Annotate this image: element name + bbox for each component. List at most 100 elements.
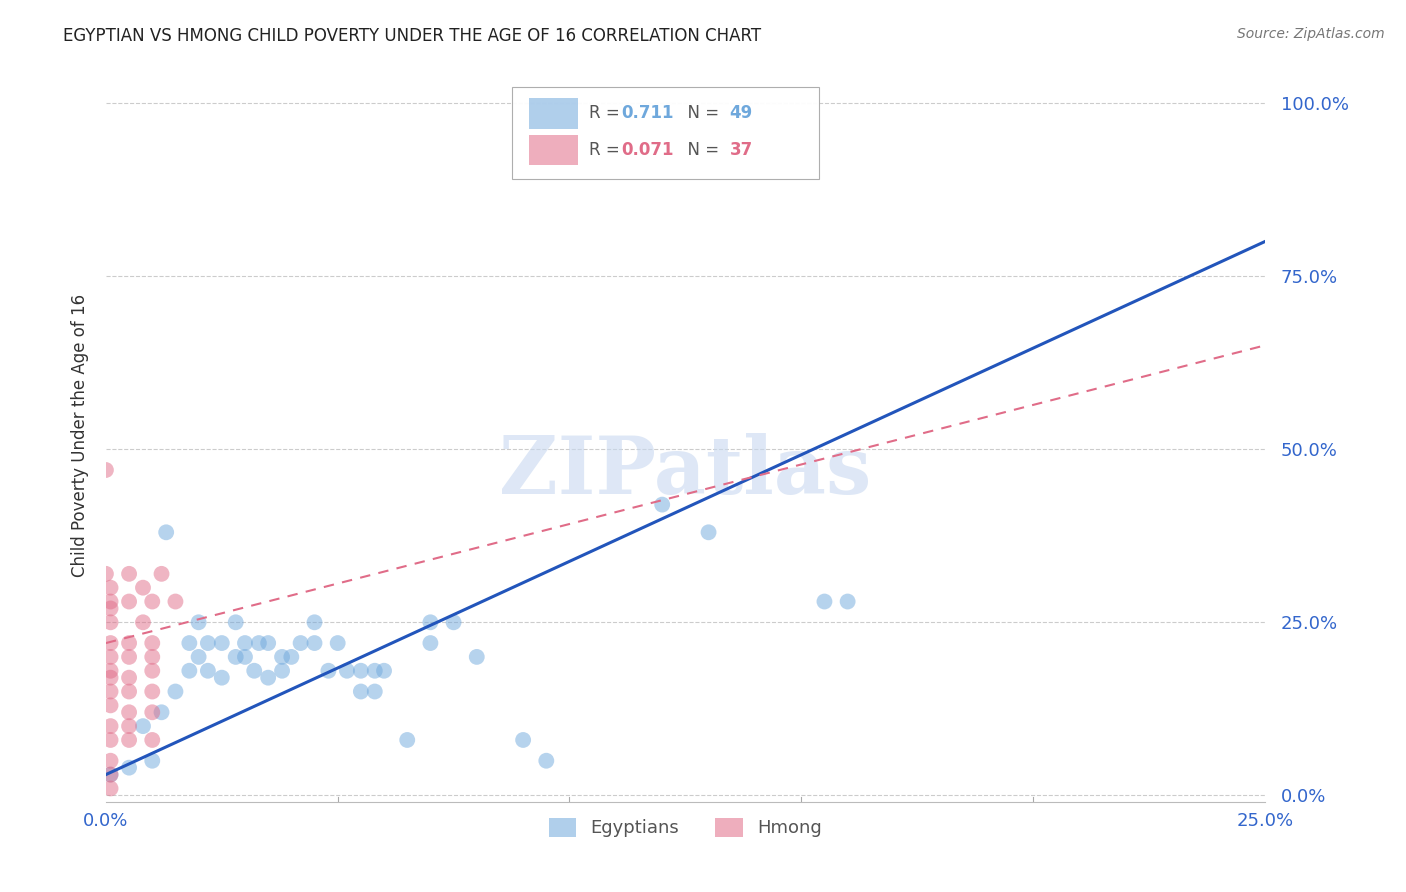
Point <box>813 594 835 608</box>
Point <box>225 649 247 664</box>
Point <box>211 636 233 650</box>
Point <box>165 594 187 608</box>
Point <box>651 498 673 512</box>
Point <box>118 671 141 685</box>
Point <box>141 649 163 664</box>
Point <box>100 615 122 630</box>
Point <box>187 615 209 630</box>
Point <box>197 636 219 650</box>
Point <box>318 664 340 678</box>
Point <box>118 566 141 581</box>
Point <box>100 698 122 713</box>
Point <box>211 671 233 685</box>
Point <box>350 664 373 678</box>
Point <box>373 664 395 678</box>
Point <box>100 671 122 685</box>
Point <box>118 719 141 733</box>
Point <box>536 754 558 768</box>
Point <box>243 664 266 678</box>
Point <box>132 719 155 733</box>
Point <box>132 581 155 595</box>
Point <box>118 636 141 650</box>
Point <box>100 684 122 698</box>
Point <box>118 761 141 775</box>
Point <box>326 636 349 650</box>
Point <box>118 649 141 664</box>
Point <box>100 601 122 615</box>
Point <box>100 649 122 664</box>
Text: ZIPatlas: ZIPatlas <box>499 434 872 511</box>
Point <box>512 733 534 747</box>
Point <box>141 754 163 768</box>
Text: R =: R = <box>589 141 626 159</box>
Point <box>118 594 141 608</box>
Point <box>141 636 163 650</box>
Point <box>100 754 122 768</box>
Point <box>419 636 441 650</box>
Text: R =: R = <box>589 104 626 122</box>
Point <box>225 615 247 630</box>
Point <box>247 636 270 650</box>
Point <box>100 767 122 781</box>
Text: 0.071: 0.071 <box>621 141 673 159</box>
Point <box>304 615 326 630</box>
Point <box>364 684 387 698</box>
Point <box>233 636 256 650</box>
FancyBboxPatch shape <box>529 98 578 128</box>
Point <box>100 767 122 781</box>
Point <box>141 664 163 678</box>
Point <box>697 525 720 540</box>
Point <box>100 664 122 678</box>
Point <box>187 649 209 664</box>
Point <box>271 649 294 664</box>
Point <box>141 594 163 608</box>
Point <box>179 636 201 650</box>
Point <box>100 581 122 595</box>
Point <box>336 664 359 678</box>
Text: 49: 49 <box>730 104 752 122</box>
Text: EGYPTIAN VS HMONG CHILD POVERTY UNDER THE AGE OF 16 CORRELATION CHART: EGYPTIAN VS HMONG CHILD POVERTY UNDER TH… <box>63 27 762 45</box>
Point <box>155 525 177 540</box>
Point <box>141 733 163 747</box>
Y-axis label: Child Poverty Under the Age of 16: Child Poverty Under the Age of 16 <box>72 293 89 577</box>
Point <box>257 671 280 685</box>
Point <box>94 566 117 581</box>
Text: N =: N = <box>678 104 724 122</box>
Point <box>443 615 465 630</box>
Point <box>465 649 488 664</box>
Point <box>100 636 122 650</box>
Point <box>165 684 187 698</box>
Legend: Egyptians, Hmong: Egyptians, Hmong <box>541 811 830 845</box>
Point <box>100 781 122 796</box>
Point <box>419 615 441 630</box>
Point <box>100 719 122 733</box>
Point <box>396 733 419 747</box>
Point <box>364 664 387 678</box>
Point <box>132 615 155 630</box>
Point <box>290 636 312 650</box>
Point <box>197 664 219 678</box>
Text: 37: 37 <box>730 141 752 159</box>
Point <box>233 649 256 664</box>
Point <box>837 594 859 608</box>
Point <box>280 649 302 664</box>
Text: N =: N = <box>678 141 724 159</box>
Point <box>179 664 201 678</box>
FancyBboxPatch shape <box>512 87 818 178</box>
Point <box>141 706 163 720</box>
Point <box>141 684 163 698</box>
Point <box>257 636 280 650</box>
Point <box>118 706 141 720</box>
Point <box>271 664 294 678</box>
Point <box>100 733 122 747</box>
Point <box>94 463 117 477</box>
Point <box>118 733 141 747</box>
Point <box>150 706 173 720</box>
FancyBboxPatch shape <box>529 135 578 165</box>
Point <box>150 566 173 581</box>
Point <box>350 684 373 698</box>
Point <box>304 636 326 650</box>
Point <box>118 684 141 698</box>
Text: Source: ZipAtlas.com: Source: ZipAtlas.com <box>1237 27 1385 41</box>
Text: 0.711: 0.711 <box>621 104 673 122</box>
